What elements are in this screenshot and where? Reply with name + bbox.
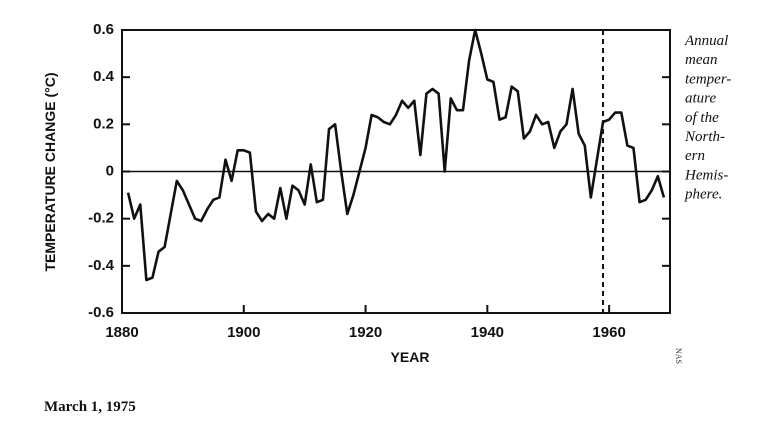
y-tick-label: 0 <box>106 162 114 179</box>
annotation-line: temper- <box>685 71 731 87</box>
y-tick-label: 0.6 <box>93 21 114 38</box>
annotation-line: Hemis- <box>684 167 728 183</box>
annotation-line: mean <box>685 52 718 68</box>
date: March 1, 1975 <box>44 399 136 415</box>
x-tick-label: 1920 <box>349 324 382 341</box>
y-axis-title: TEMPERATURE CHANGE (°C) <box>42 72 58 271</box>
data-line <box>126 28 666 282</box>
annotation-line: of the <box>685 110 719 126</box>
x-tick-label: 1940 <box>471 324 504 341</box>
y-tick-label: -0.4 <box>88 257 115 274</box>
x-axis-title: YEAR <box>391 349 430 365</box>
y-tick-label: -0.2 <box>88 210 114 227</box>
annotation-line: North- <box>684 129 725 145</box>
annotation-line: ature <box>685 91 716 107</box>
annotation-line: phere. <box>684 187 722 203</box>
y-tick-label: 0.4 <box>93 68 115 85</box>
x-tick-label: 1960 <box>592 324 625 341</box>
annotation-line: ern <box>685 148 705 164</box>
x-tick-label: 1900 <box>227 324 260 341</box>
y-tick-label: 0.2 <box>93 115 114 132</box>
annotation-line: Annual <box>684 33 728 49</box>
x-tick-label: 1880 <box>105 324 138 341</box>
y-tick-label: -0.6 <box>88 304 114 321</box>
credit: NAS <box>674 348 683 364</box>
